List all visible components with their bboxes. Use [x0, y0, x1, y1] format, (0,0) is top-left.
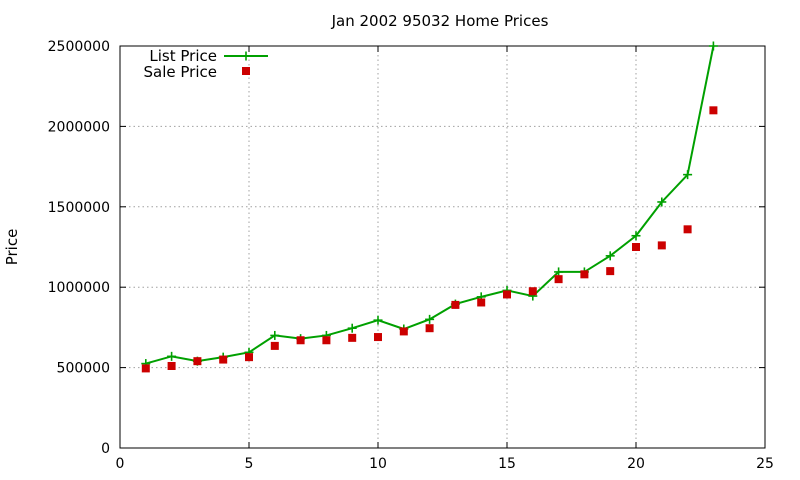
x-tick-label: 15 [498, 456, 516, 472]
grid [120, 46, 765, 448]
series [141, 41, 718, 373]
sale-price-point [425, 324, 434, 333]
sale-price-point [683, 225, 692, 234]
list-price-point [425, 314, 435, 324]
y-tick-label: 0 [101, 441, 110, 457]
sale-price-point [270, 341, 279, 350]
sale-price-point [167, 361, 176, 370]
x-tick-label: 25 [756, 456, 774, 472]
axis-ticks: 0 5 10 15 20 25 0 500000 1000000 1500000 2000000 25… [48, 39, 774, 472]
sale-price-point [606, 267, 615, 276]
sale-price-point [632, 243, 640, 251]
chart-title: Jan 2002 95032 Home Prices [331, 12, 549, 30]
plot-frame [119, 45, 766, 449]
list-price-point [605, 251, 615, 261]
y-tick-label: 1500000 [48, 200, 110, 216]
sale-price-point [554, 275, 563, 284]
x-tick-label: 20 [627, 456, 645, 472]
sale-price-point [322, 336, 331, 345]
y-tick-label: 500000 [57, 361, 110, 377]
sale-price-point [219, 355, 228, 364]
sale-price-point [503, 290, 511, 299]
list-price-point [708, 41, 718, 51]
sale-price-point [528, 287, 537, 296]
series-sale-price [141, 106, 718, 373]
x-tick-label: 0 [116, 456, 125, 472]
sale-price-point [245, 353, 253, 362]
sale-price-point [580, 270, 589, 279]
sale-price-point [374, 333, 382, 342]
list-price-point [657, 197, 667, 207]
sale-price-point [451, 300, 460, 309]
list-price-point [631, 231, 641, 241]
sale-price-point [709, 106, 718, 115]
y-axis-label: Price [3, 229, 21, 266]
sale-price-point [348, 333, 357, 342]
y-tick-label: 1000000 [48, 280, 110, 296]
legend-marker-sale-price [242, 67, 250, 75]
sale-price-point [193, 357, 202, 366]
list-price-point [554, 267, 564, 277]
sale-price-point [657, 241, 666, 250]
legend-label-sale-price: Sale Price [144, 63, 217, 81]
list-price-point [373, 315, 383, 325]
legend: List Price Sale Price [144, 47, 268, 81]
legend-label-list-price: List Price [149, 47, 217, 65]
y-tick-label: 2500000 [48, 39, 110, 55]
y-tick-label: 2000000 [48, 119, 110, 135]
list-price-point [683, 170, 693, 180]
list-price-point [270, 330, 280, 340]
sale-price-point [399, 327, 408, 336]
x-tick-label: 10 [369, 456, 387, 472]
list-price-point [167, 351, 177, 361]
sale-price-point [477, 298, 486, 307]
list-price-point [347, 323, 357, 333]
x-tick-label: 5 [245, 456, 254, 472]
sale-price-point [141, 364, 150, 373]
sale-price-point [296, 336, 305, 345]
legend-marker-list-price [241, 51, 251, 61]
series-list-price [141, 41, 718, 369]
